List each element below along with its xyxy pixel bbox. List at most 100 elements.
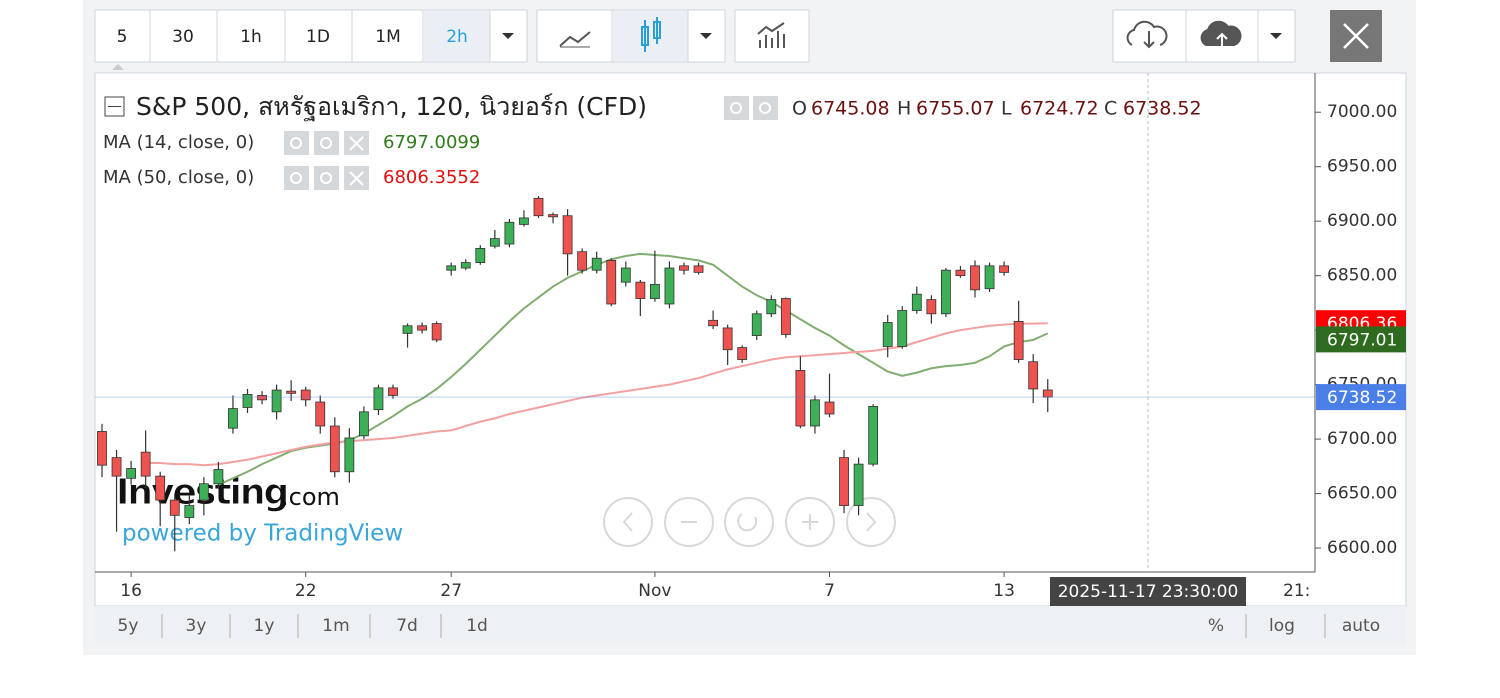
candle-body bbox=[795, 370, 806, 427]
range-button[interactable]: 1y bbox=[254, 616, 275, 636]
interval-button[interactable]: 30 bbox=[172, 27, 194, 47]
indicators-icon[interactable] bbox=[757, 22, 785, 48]
y-tick-label: 6900.00 bbox=[1327, 211, 1397, 231]
range-button[interactable]: 5y bbox=[118, 616, 139, 636]
interval-button[interactable]: 1h bbox=[240, 27, 262, 47]
x-tick-label: 7 bbox=[824, 581, 835, 601]
candle-body bbox=[402, 325, 413, 334]
candle-body bbox=[271, 389, 282, 413]
x-tick-label: 21: bbox=[1283, 581, 1310, 601]
y-tick-label: 6950.00 bbox=[1327, 157, 1397, 177]
candle-body bbox=[460, 262, 471, 269]
footer-bar bbox=[95, 606, 1406, 645]
candle-body bbox=[489, 238, 500, 247]
candle-body bbox=[882, 322, 893, 347]
crosshair-time-bg bbox=[1050, 577, 1246, 606]
watermark-suffix: .com bbox=[281, 483, 340, 511]
candle-body bbox=[911, 293, 922, 311]
x-tick-label: Nov bbox=[638, 581, 671, 601]
candle-body bbox=[548, 214, 558, 218]
y-tick-label: 6700.00 bbox=[1327, 429, 1397, 449]
active-style-bg bbox=[613, 11, 688, 61]
ohlc-letter: L bbox=[1001, 98, 1012, 120]
dropdown-arrows[interactable] bbox=[502, 33, 1282, 39]
candle-body bbox=[591, 257, 602, 271]
candle-body bbox=[562, 215, 573, 255]
candle-body bbox=[941, 269, 951, 315]
candle-body bbox=[693, 265, 704, 273]
interval-button[interactable]: 1M bbox=[375, 27, 400, 47]
candle-body bbox=[853, 463, 864, 506]
candle-body bbox=[519, 217, 529, 225]
ohlc-letter: H bbox=[897, 98, 911, 120]
candle-body bbox=[286, 390, 297, 394]
candle-body bbox=[897, 310, 908, 347]
range-button[interactable]: 1d bbox=[466, 616, 488, 636]
toolbar bbox=[94, 9, 1296, 63]
interval-button[interactable]: 1D bbox=[306, 27, 330, 47]
candle-body bbox=[431, 323, 442, 341]
ohlc-letter: O bbox=[792, 98, 807, 120]
candle-body bbox=[126, 468, 136, 479]
candle-body bbox=[228, 408, 238, 429]
nav-buttons[interactable] bbox=[603, 497, 896, 547]
interval-button[interactable]: 2h bbox=[446, 27, 468, 47]
ma-legend-name: MA (14, close, 0) bbox=[103, 132, 254, 153]
scale-button[interactable]: % bbox=[1208, 616, 1224, 636]
y-tick-label: 7000.00 bbox=[1327, 102, 1397, 122]
candle-body bbox=[868, 405, 879, 465]
line-style-icon[interactable] bbox=[559, 31, 591, 47]
ohlc-value: 6755.07 bbox=[916, 98, 995, 120]
y-tick-label: 6650.00 bbox=[1327, 484, 1397, 504]
moving-average-line bbox=[217, 252, 1049, 486]
ma-legend-name: MA (50, close, 0) bbox=[103, 167, 254, 188]
candle-body bbox=[650, 283, 660, 299]
candle-body bbox=[533, 197, 544, 217]
y-tick-label: 6850.00 bbox=[1327, 266, 1397, 286]
legend-icon-glyphs bbox=[290, 102, 771, 186]
candle-body bbox=[373, 387, 384, 411]
candle-body bbox=[1042, 389, 1053, 398]
range-button[interactable]: 3y bbox=[186, 616, 207, 636]
candle-body bbox=[926, 299, 937, 315]
price-badge bbox=[1316, 326, 1406, 353]
cloud-icons[interactable] bbox=[1126, 20, 1242, 49]
active-interval-bg bbox=[424, 11, 490, 61]
candle-body bbox=[751, 313, 762, 336]
candle-style-icon[interactable] bbox=[641, 17, 661, 52]
candle-body bbox=[140, 451, 151, 477]
scale-button[interactable]: log bbox=[1269, 616, 1295, 636]
ma-legend-value: 6797.0099 bbox=[383, 132, 480, 153]
candle-body bbox=[300, 389, 311, 401]
candle-body bbox=[315, 401, 326, 427]
ohlc-value: 6724.72 bbox=[1020, 98, 1099, 120]
ohlc-value: 6745.08 bbox=[811, 98, 890, 120]
candle-body bbox=[984, 265, 995, 290]
legend-icons bbox=[284, 96, 778, 190]
scale-button[interactable]: auto bbox=[1342, 616, 1380, 636]
candle-body bbox=[155, 475, 166, 501]
x-tick-label: 22 bbox=[295, 581, 317, 601]
candle-body bbox=[766, 299, 777, 315]
candle-body bbox=[475, 248, 486, 263]
candle-body bbox=[606, 259, 617, 305]
candle-body bbox=[358, 411, 369, 437]
x-tick-label: 13 bbox=[993, 581, 1015, 601]
x-tick-label: 16 bbox=[120, 581, 142, 601]
ohlc-value: 6738.52 bbox=[1123, 98, 1202, 120]
legend-collapse[interactable] bbox=[104, 96, 125, 117]
candle-body bbox=[955, 269, 966, 277]
range-button[interactable]: 7d bbox=[396, 616, 418, 636]
candle-body bbox=[999, 265, 1009, 273]
range-button[interactable]: 1m bbox=[322, 616, 349, 636]
candle-body bbox=[620, 267, 631, 283]
candle-body bbox=[824, 401, 835, 415]
interval-button[interactable]: 5 bbox=[117, 27, 128, 47]
y-tick-label: 6600.00 bbox=[1327, 538, 1397, 558]
candle-body bbox=[111, 457, 122, 477]
candle-body bbox=[257, 395, 267, 401]
candle-body bbox=[664, 267, 675, 305]
watermark-tagline: powered by TradingView bbox=[122, 521, 403, 547]
toolbar-dividers bbox=[149, 10, 1259, 62]
candle-body bbox=[1013, 321, 1024, 360]
